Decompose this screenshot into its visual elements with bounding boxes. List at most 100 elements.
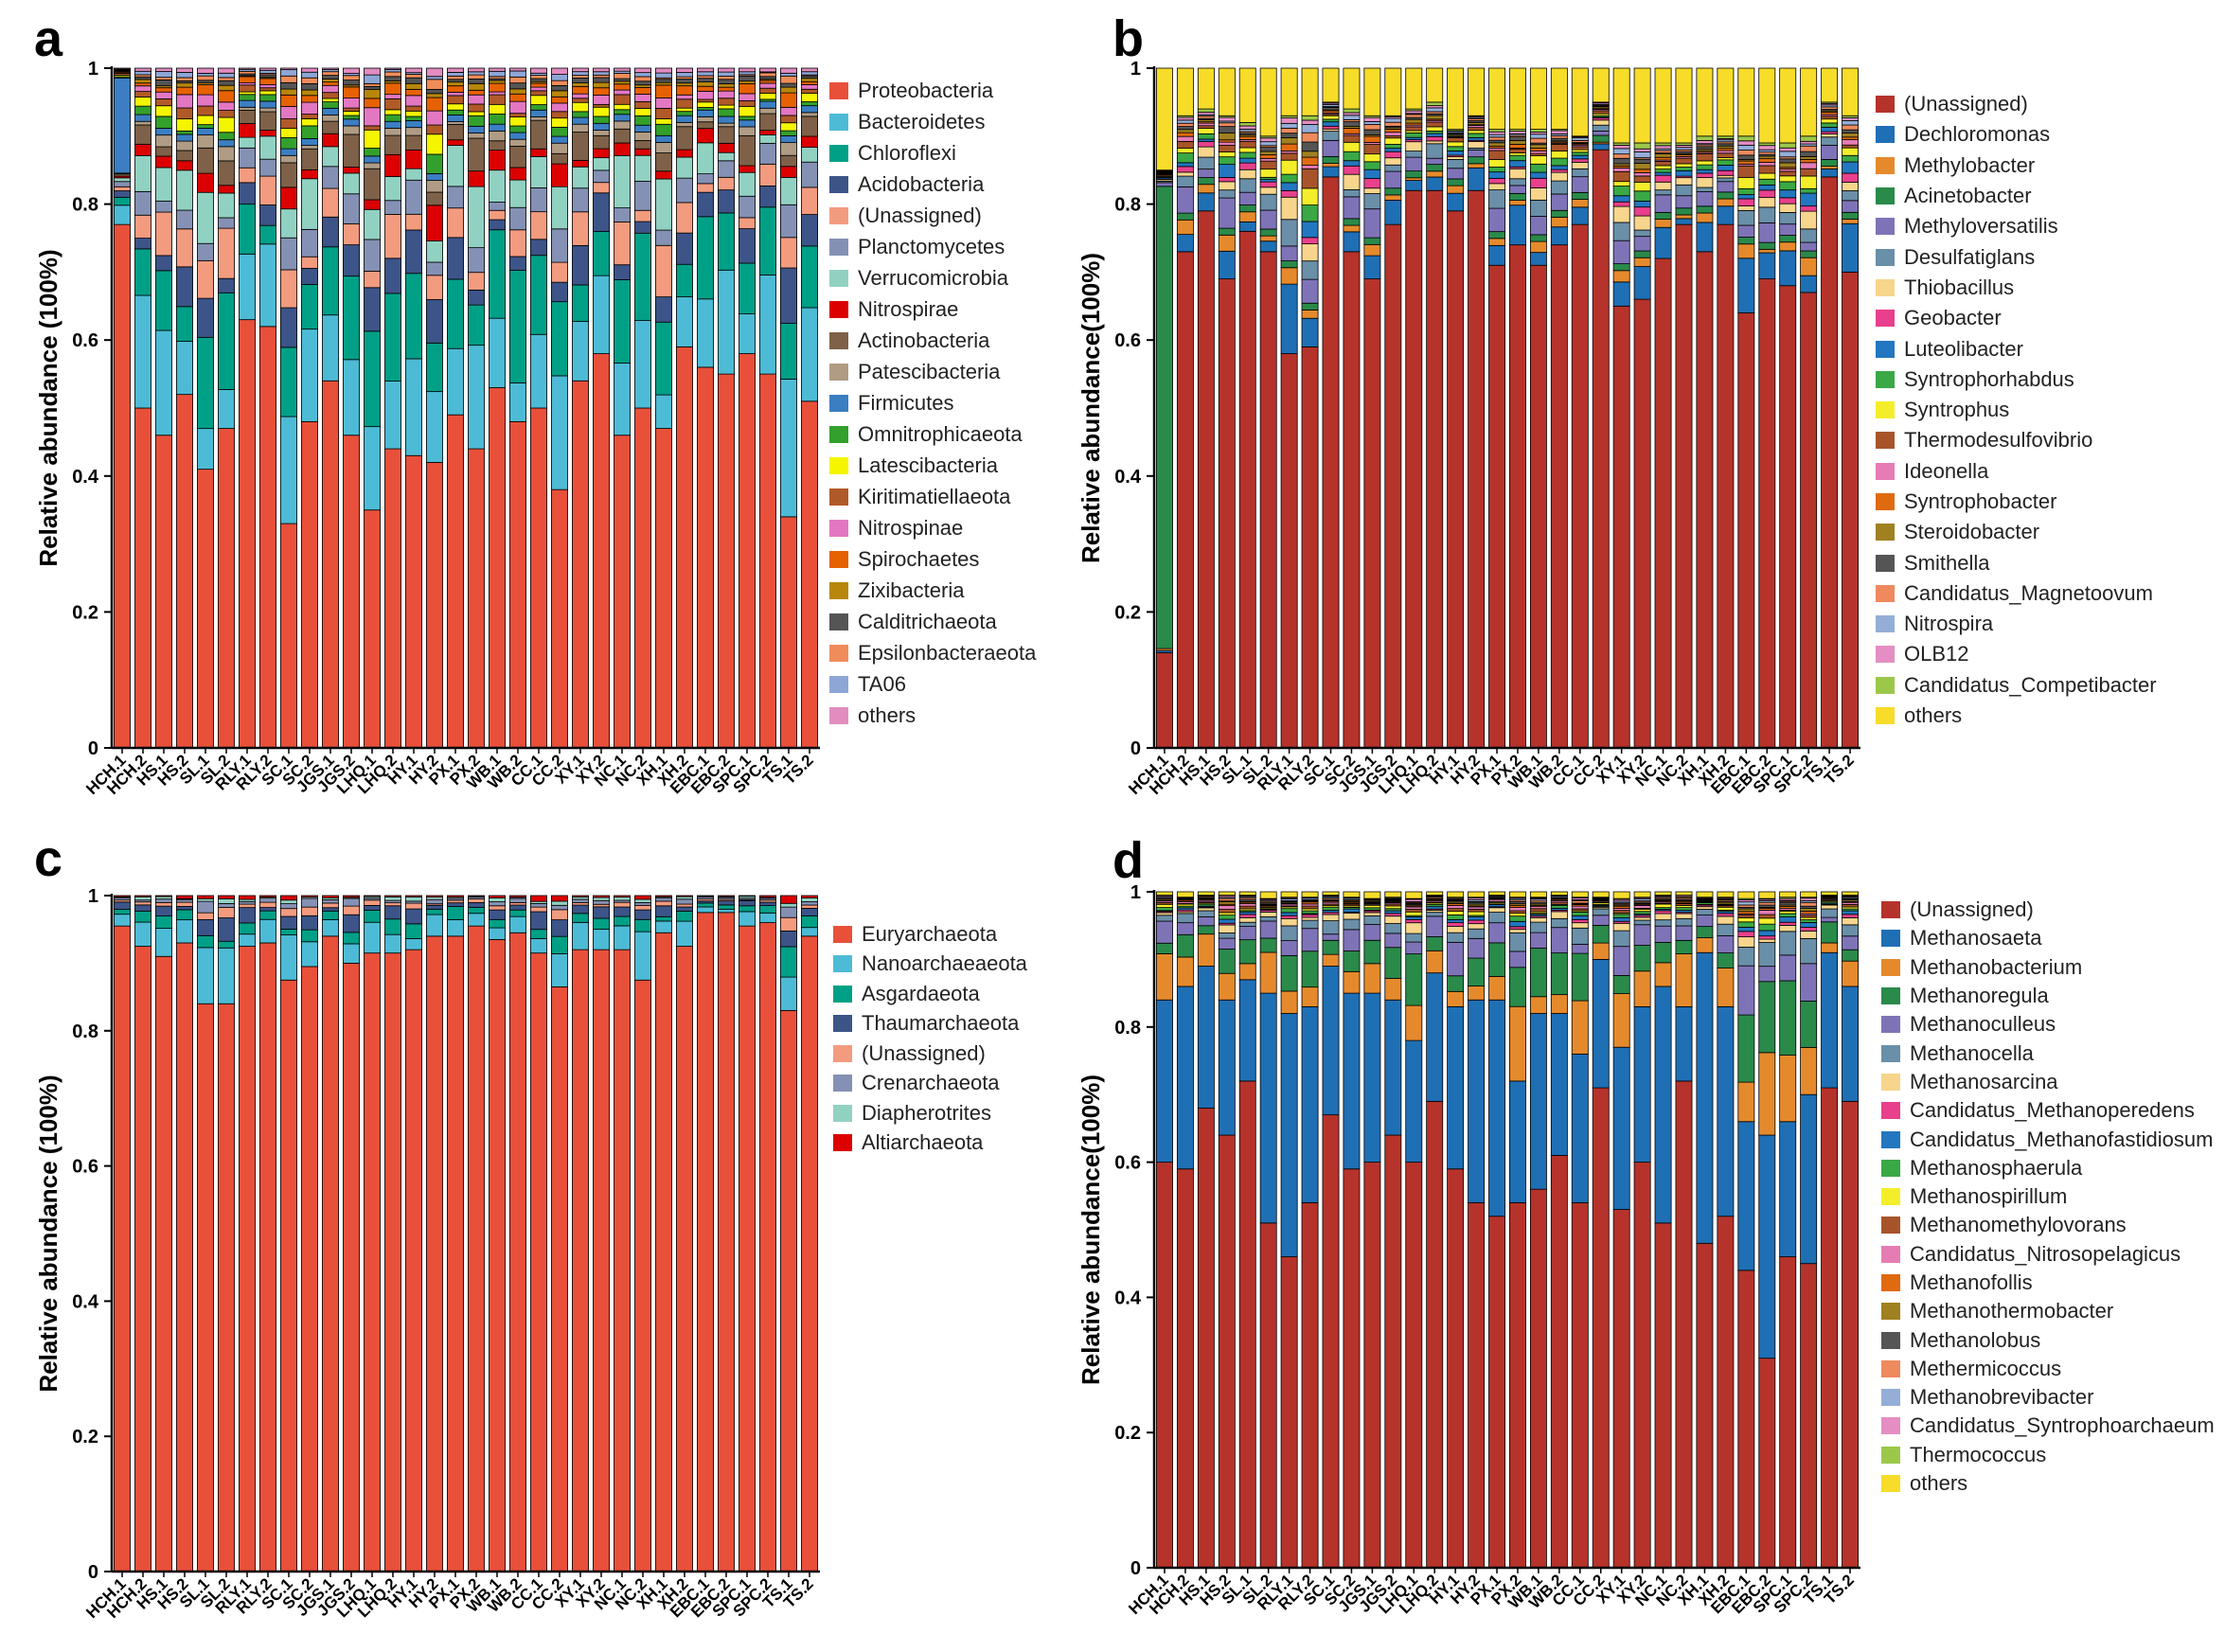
bar-segment-Dechloromonas bbox=[1322, 166, 1340, 178]
bar-segment-Steroidobacter bbox=[1488, 142, 1505, 147]
bar-segment-Latescibacteria bbox=[405, 110, 422, 117]
bar-segment-Euryarchaeota bbox=[697, 912, 714, 1572]
legend-label: (Unassigned) bbox=[862, 1040, 986, 1065]
bar-segment-Firmicutes bbox=[426, 173, 443, 181]
bar-segment-others bbox=[1280, 891, 1298, 898]
bar-segment-Methanoculleus bbox=[1821, 916, 1839, 923]
y-tick-label: 0.8 bbox=[1114, 195, 1141, 216]
bar-segment-Proteobacteria bbox=[530, 407, 547, 749]
bar-segment-Methanoregula bbox=[1405, 953, 1423, 1006]
bar-segment-Patescibacteria bbox=[176, 140, 193, 151]
bar-segment-Zixibacteria bbox=[322, 79, 339, 83]
bar-segment-Methanobacterium bbox=[1675, 953, 1693, 1007]
bar-HCH.2 bbox=[134, 895, 151, 1572]
bar-segment-Epsilonbacteraeota bbox=[468, 74, 485, 80]
bar-segment-(Unassigned) bbox=[1426, 189, 1444, 749]
bar-segment-Nanoarchaeaeota bbox=[426, 914, 443, 937]
bar-segment-Thiobacillus bbox=[1488, 183, 1505, 190]
bar-segment-Methanosaeta bbox=[1405, 1039, 1423, 1164]
legend-label: Luteolibacter bbox=[1904, 336, 2023, 361]
bar-segment-Thermodesulfovibrio bbox=[1238, 140, 1256, 149]
bar-segment-Methylobacter bbox=[1301, 310, 1319, 319]
bar-segment-Kiritimatiellaeota bbox=[239, 84, 256, 93]
bar-segment-Syntrophorhabdus bbox=[1550, 157, 1568, 167]
bar-segment-Methanosphaerula bbox=[1447, 915, 1465, 920]
bar-segment-Nitrospira bbox=[1842, 120, 1859, 126]
legend-item: (Unassigned) bbox=[833, 1039, 1027, 1069]
bar-segment-Methanobacterium bbox=[1717, 968, 1735, 1007]
legend-swatch bbox=[1876, 462, 1895, 480]
bar-segment-Diapherotrites bbox=[489, 897, 506, 902]
bar-segment-Spirochaetes bbox=[218, 90, 235, 103]
bar-XH.1 bbox=[1696, 891, 1714, 1569]
bar-segment-Planctomycetes bbox=[572, 187, 589, 213]
bar-segment-others bbox=[1447, 891, 1465, 898]
bar-segment-(Unassigned) bbox=[176, 228, 193, 268]
bar-segment-Proteobacteria bbox=[239, 319, 256, 749]
bar-segment-OLB12 bbox=[1301, 119, 1319, 125]
bar-segment-Chloroflexi bbox=[759, 206, 776, 275]
bar-segment-Methanoregula bbox=[1363, 939, 1381, 965]
bar-segment-Asgardaeota bbox=[509, 909, 526, 917]
bar-segment-Proteobacteria bbox=[218, 428, 235, 749]
bar-segment-Nitrospira bbox=[1571, 137, 1589, 141]
legend-swatch bbox=[1876, 554, 1895, 572]
legend-label: Calditrichaeota bbox=[858, 609, 997, 633]
bar-segment-Bacteroidetes bbox=[489, 317, 506, 388]
bar-segment-Spirochaetes bbox=[634, 87, 651, 95]
bar-segment-Planctomycetes bbox=[239, 147, 256, 169]
bar-segment-Diapherotrites bbox=[280, 899, 297, 904]
bar-segment-Chloroflexi bbox=[301, 284, 318, 330]
bar-segment-Thiobacillus bbox=[1737, 205, 1755, 211]
bar-segment-Acidobacteria bbox=[155, 255, 172, 272]
bar-segment-Acidobacteria bbox=[405, 229, 422, 275]
bar-segment-Calditrichaeota bbox=[697, 78, 714, 82]
legend-swatch bbox=[1876, 156, 1895, 174]
bar-segment-Methanocella bbox=[1509, 932, 1526, 952]
bar-segment-Proteobacteria bbox=[634, 407, 651, 749]
bar-segment-TA06 bbox=[280, 69, 297, 77]
legend-item: Methylobacter bbox=[1876, 151, 2157, 181]
bar-segment-Methanocella bbox=[1758, 942, 1776, 968]
bar-segment-others bbox=[634, 67, 651, 74]
bar-segment-Proteobacteria bbox=[759, 373, 776, 749]
bar-segment-Nanoarchaeaeota bbox=[489, 927, 506, 940]
bar-segment-Syntrophus bbox=[1758, 172, 1776, 180]
bar-segment-Methanoculleus bbox=[1156, 920, 1173, 944]
bar-segment-Methanosaeta bbox=[1696, 951, 1714, 1244]
legend-label: Zixibacteria bbox=[858, 577, 965, 602]
bar-segment-Kiritimatiellaeota bbox=[739, 100, 756, 107]
bar-segment-Asgardaeota bbox=[530, 929, 547, 939]
bar-CC.1 bbox=[530, 67, 547, 749]
bar-segment-Latescibacteria bbox=[655, 118, 672, 125]
bar-segment-TA06 bbox=[697, 71, 714, 77]
bar-segment-(Unassigned) bbox=[197, 912, 214, 920]
legend-item: Omnitrophicaeota bbox=[829, 418, 1036, 450]
bar-segment-Thiobacillus bbox=[1468, 141, 1486, 149]
bar-segment-Geobacter bbox=[1717, 169, 1735, 176]
legend-item: (Unassigned) bbox=[1881, 896, 2215, 924]
bar-segment-Acidobacteria bbox=[614, 264, 631, 280]
bar-segment-Steroidobacter bbox=[1509, 139, 1526, 145]
bar-segment-Omnitrophicaeota bbox=[364, 148, 381, 157]
bar-segment-Syntrophorhabdus bbox=[1571, 151, 1589, 156]
bar-segment-others bbox=[739, 67, 756, 73]
bar-segment-Calditrichaeota bbox=[718, 79, 735, 84]
bar-segment-Chloroflexi bbox=[155, 270, 172, 331]
bar-segment-Actinobacteria bbox=[801, 115, 818, 137]
bar-segment-Methanocella bbox=[1218, 933, 1236, 939]
bar-segment-Desulfatiglans bbox=[1592, 124, 1610, 132]
bar-segment-(Unassigned) bbox=[364, 899, 381, 906]
bar-segment-Acinetobacter bbox=[1717, 191, 1735, 200]
bar-segment-OLB12 bbox=[1218, 116, 1236, 122]
legend-swatch bbox=[829, 331, 848, 349]
bar-segment-Actinobacteria bbox=[322, 120, 339, 134]
bar-segment-Nitrospirae bbox=[718, 142, 735, 153]
legend-label: Bacteroidetes bbox=[858, 109, 986, 133]
bar-segment-Firmicutes bbox=[343, 118, 360, 127]
legend-item: Actinobacteria bbox=[829, 325, 1036, 356]
bar-segment-(Unassigned) bbox=[1488, 1216, 1505, 1569]
bar-segment-Steroidobacter bbox=[1800, 156, 1818, 160]
bar-segment-Acinetobacter bbox=[1218, 227, 1236, 236]
bar-segment-Geobacter bbox=[1842, 172, 1859, 183]
